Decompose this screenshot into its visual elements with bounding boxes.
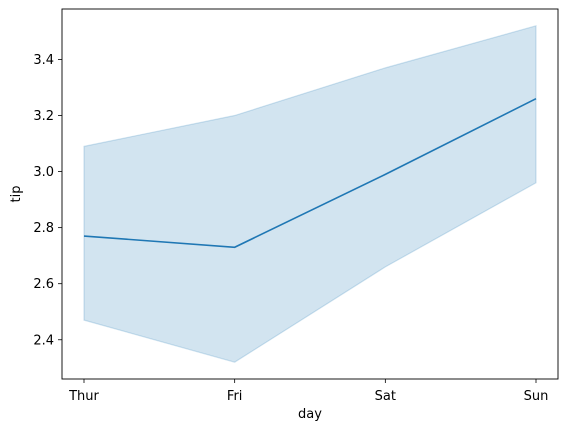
axes-frame (61, 8, 559, 380)
y-tick-label: 2.8 (33, 221, 54, 236)
x-tick-label: Fri (227, 389, 243, 404)
x-tick-label: Thur (68, 389, 99, 404)
x-axis-label: day (298, 407, 322, 422)
y-tick-label: 2.6 (33, 277, 54, 292)
y-tick-label: 3.2 (33, 109, 54, 124)
y-tick-label: 3.4 (33, 53, 54, 68)
x-tick-label: Sat (375, 389, 396, 404)
y-axis: 2.4 2.6 2.8 3.0 3.2 3.4 (33, 53, 62, 348)
y-tick-label: 2.4 (33, 333, 54, 348)
plot-area (83, 25, 537, 363)
y-tick-label: 3.0 (33, 165, 54, 180)
series-line (83, 97, 537, 249)
x-tick-label: Sun (524, 389, 549, 404)
x-axis: Thur Fri Sat Sun (68, 379, 548, 404)
y-axis-label: tip (9, 186, 24, 203)
confidence-band (83, 25, 537, 363)
